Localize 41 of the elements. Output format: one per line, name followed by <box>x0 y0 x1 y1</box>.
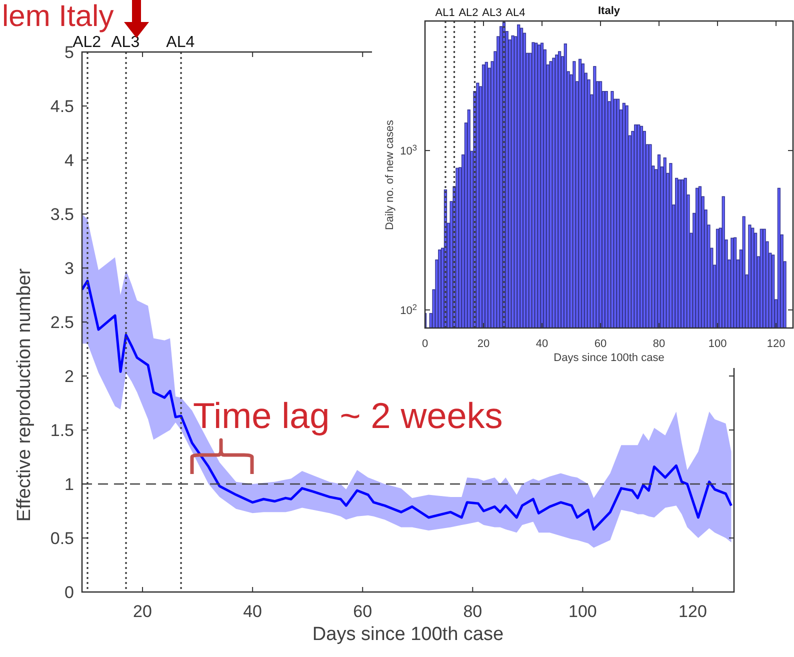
y-tick-label: 4 <box>64 150 74 170</box>
y-tick-label: 2 <box>64 366 74 386</box>
x-tick-label: 0 <box>422 338 428 350</box>
x-tick-label: 60 <box>353 602 372 621</box>
y-axis-title: Daily no. of new cases <box>384 119 396 230</box>
ref-line-label: AL1 <box>435 7 455 19</box>
annotation: Time lag ~ 2 weeks <box>193 395 503 436</box>
x-tick-label: 20 <box>477 338 490 350</box>
y-tick-label: 2.5 <box>50 312 74 332</box>
y-tick-label: 1 <box>64 474 74 494</box>
x-tick-label: 40 <box>243 602 262 621</box>
y-tick-label: 1.5 <box>50 420 74 440</box>
x-tick-label: 120 <box>678 602 707 621</box>
ref-line-label: AL2 <box>458 7 478 19</box>
x-tick-label: 100 <box>708 338 727 350</box>
x-tick-label: 20 <box>133 602 152 621</box>
ref-line-label: AL3 <box>111 34 140 51</box>
x-tick-label: 60 <box>594 338 607 350</box>
ref-line-label: AL3 <box>482 7 502 19</box>
x-tick-label: 80 <box>463 602 482 621</box>
ref-line-label: AL4 <box>506 7 526 19</box>
y-tick-label: 4.5 <box>50 96 74 116</box>
x-axis-title: Days since 100th case <box>312 624 504 645</box>
y-tick-label: 0 <box>64 582 74 602</box>
x-tick-label: 120 <box>766 338 786 350</box>
x-tick-label: 80 <box>652 338 666 350</box>
y-tick-label: 10$^{2}$ <box>400 302 418 317</box>
y-tick-label: 10$^{3}$ <box>400 142 418 158</box>
y-axis-title: Effective reproduction number <box>14 268 35 522</box>
ref-line-label: AL4 <box>166 34 195 51</box>
x-tick-label: 40 <box>536 338 548 350</box>
line-series <box>82 280 732 531</box>
chart-title: Italy <box>598 5 621 17</box>
y-tick-label: 0.5 <box>50 528 74 548</box>
ref-line-label: AL2 <box>72 34 102 51</box>
x-tick-label: 100 <box>568 602 597 621</box>
y-tick-label: 3.5 <box>50 204 74 224</box>
text: lem Italy <box>2 0 114 33</box>
y-tick-label: 3 <box>64 258 74 278</box>
x-axis-title: Days since 100th case <box>554 352 664 364</box>
y-tick-label: 5 <box>64 42 74 62</box>
